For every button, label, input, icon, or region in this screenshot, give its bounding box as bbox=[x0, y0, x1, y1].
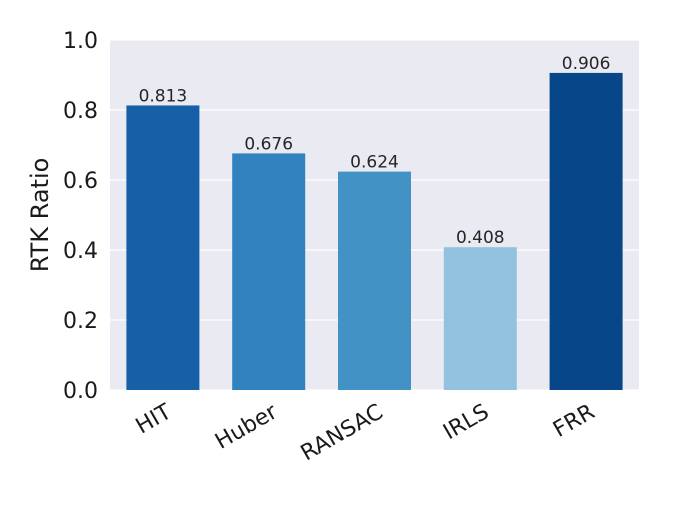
bar-huber bbox=[232, 153, 306, 390]
y-tick-labels: 0.0 0.2 0.4 0.6 0.8 1.0 bbox=[63, 29, 98, 404]
y-tick-label: 0.4 bbox=[63, 239, 98, 264]
x-tick-label-huber: Huber bbox=[211, 399, 282, 455]
bar-irls bbox=[443, 247, 517, 390]
x-tick-label-irls: IRLS bbox=[439, 400, 493, 446]
bars bbox=[126, 72, 623, 391]
bar-frr bbox=[549, 72, 623, 391]
y-tick-label: 0.2 bbox=[63, 309, 98, 334]
x-tick-label-ransac: RANSAC bbox=[297, 400, 388, 467]
value-label-frr: 0.906 bbox=[562, 54, 611, 74]
value-label-hit: 0.813 bbox=[139, 86, 188, 106]
y-tick-label: 1.0 bbox=[63, 29, 98, 54]
y-tick-label: 0.8 bbox=[63, 99, 98, 124]
value-labels: 0.813 0.676 0.624 0.408 0.906 bbox=[139, 54, 611, 248]
y-tick-label: 0.6 bbox=[63, 169, 98, 194]
value-label-ransac: 0.624 bbox=[350, 153, 399, 173]
x-tick-labels: HIT Huber RANSAC IRLS FRR bbox=[132, 399, 599, 466]
y-axis-label: RTK Ratio bbox=[26, 158, 54, 273]
value-label-huber: 0.676 bbox=[244, 134, 293, 154]
value-label-irls: 0.408 bbox=[456, 228, 505, 248]
bar-hit bbox=[126, 105, 200, 390]
bar-ransac bbox=[337, 171, 412, 390]
x-tick-label-frr: FRR bbox=[549, 400, 599, 443]
y-tick-label: 0.0 bbox=[63, 379, 98, 404]
x-tick-label-hit: HIT bbox=[132, 399, 177, 439]
